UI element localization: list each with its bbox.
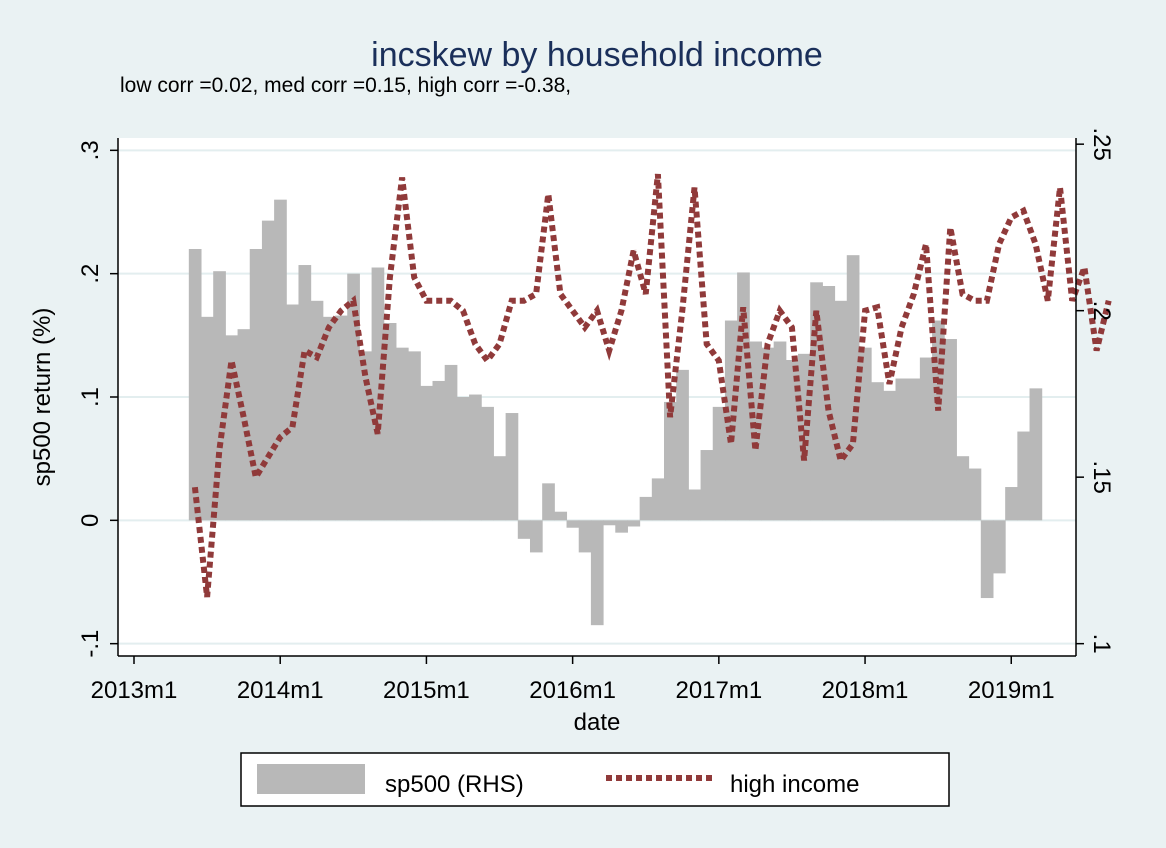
sp500-bar <box>261 220 275 521</box>
high-income-line <box>191 173 1112 598</box>
y-right-tick-label: .15 <box>1088 460 1115 493</box>
sp500-bar <box>554 511 568 521</box>
sp500-bar <box>773 341 787 521</box>
chart-subtitle: low corr =0.02, med corr =0.15, high cor… <box>120 74 571 97</box>
sp500-bar <box>274 199 287 521</box>
sp500-bar <box>408 351 421 521</box>
sp500-bar <box>749 341 762 521</box>
y-left-tick-label: .3 <box>77 140 104 160</box>
sp500-bar <box>517 520 531 539</box>
sp500-bar <box>895 378 909 521</box>
sp500-bar <box>335 315 348 521</box>
sp500-bar <box>188 249 202 521</box>
sp500-bar <box>481 406 494 521</box>
sp500-bar <box>968 468 982 521</box>
sp500-bar <box>578 520 592 553</box>
sp500-bar <box>919 357 933 521</box>
x-tick-label: 2017m1 <box>675 677 762 704</box>
sp500-bar <box>1005 487 1018 521</box>
sp500-bar <box>225 335 239 521</box>
sp500-bar <box>444 364 458 521</box>
sp500-bar <box>469 394 482 521</box>
y-left-tick-label: 0 <box>77 514 104 527</box>
sp500-bar <box>883 390 897 521</box>
x-tick-label: 2015m1 <box>383 677 470 704</box>
y-left-tick-label: .2 <box>77 264 104 284</box>
sp500-bar <box>712 406 726 521</box>
x-tick-label: 2018m1 <box>822 677 909 704</box>
x-tick-label: 2014m1 <box>237 677 324 704</box>
sp500-bar <box>420 385 434 521</box>
sp500-bar <box>590 520 604 626</box>
sp500-bar <box>359 351 373 521</box>
sp500-bar <box>529 520 543 553</box>
sp500-bar <box>493 456 507 521</box>
sp500-bar <box>566 520 580 528</box>
y-axis-title: sp500 return (%) <box>29 308 56 487</box>
sp500-bar <box>505 413 519 521</box>
sp500-bar <box>249 249 263 521</box>
sp500-bar <box>603 520 616 526</box>
sp500-bar <box>432 380 446 521</box>
sp500-bar <box>213 271 226 521</box>
legend: sp500 (RHS) high income <box>240 752 950 807</box>
sp500-bar <box>383 323 397 521</box>
sp500-bar <box>688 489 702 521</box>
sp500-bar <box>651 478 665 521</box>
y-left-tick-label: .1 <box>77 387 104 407</box>
x-tick-label: 2016m1 <box>529 677 616 704</box>
legend-bar-swatch <box>257 764 365 794</box>
sp500-bar <box>858 347 872 521</box>
x-tick-label: 2019m1 <box>968 677 1055 704</box>
sp500-bar <box>785 360 799 521</box>
chart-title: incskew by household income <box>371 36 823 74</box>
sp500-bar <box>627 520 641 527</box>
sp500-bar <box>1017 431 1031 521</box>
x-tick-label: 2013m1 <box>91 677 178 704</box>
sp500-bar <box>542 483 555 521</box>
sp500-bar <box>761 347 775 521</box>
sp500-bar <box>395 347 409 521</box>
y-right-tick-label: .1 <box>1088 634 1115 654</box>
y-right-tick-label: .25 <box>1088 127 1115 160</box>
sp500-bar <box>298 265 312 521</box>
sp500-bar <box>992 520 1006 574</box>
sp500-bar <box>980 520 994 599</box>
sp500-bar <box>456 397 470 521</box>
sp500-bar <box>1029 388 1043 521</box>
y-left-tick-label: -.1 <box>77 630 104 658</box>
legend-label-sp500: sp500 (RHS) <box>385 771 524 798</box>
sp500-bar <box>956 456 970 521</box>
sp500-bars <box>188 199 1043 626</box>
sp500-bar <box>907 378 921 521</box>
sp500-bar <box>201 316 214 521</box>
sp500-bar <box>834 300 848 521</box>
axis-ticks: -.1 0 .1 .2 .3 .1 .15 .2 .25 2013m1 2014m1 2015m1 20… <box>77 127 1115 704</box>
y-right-tick-label: .2 <box>1088 301 1115 321</box>
sp500-bar <box>676 369 689 521</box>
sp500-bar <box>310 300 324 521</box>
sp500-bar <box>944 339 957 521</box>
sp500-bar <box>615 520 628 533</box>
sp500-bar <box>822 286 836 521</box>
sp500-bar <box>322 316 336 521</box>
sp500-bar <box>871 382 884 521</box>
sp500-bar <box>846 255 860 521</box>
sp500-bar <box>700 450 714 521</box>
sp500-bar <box>664 401 677 521</box>
sp500-bar <box>639 496 653 521</box>
x-axis-title: date <box>574 709 621 736</box>
legend-label-high-income: high income <box>730 771 859 798</box>
